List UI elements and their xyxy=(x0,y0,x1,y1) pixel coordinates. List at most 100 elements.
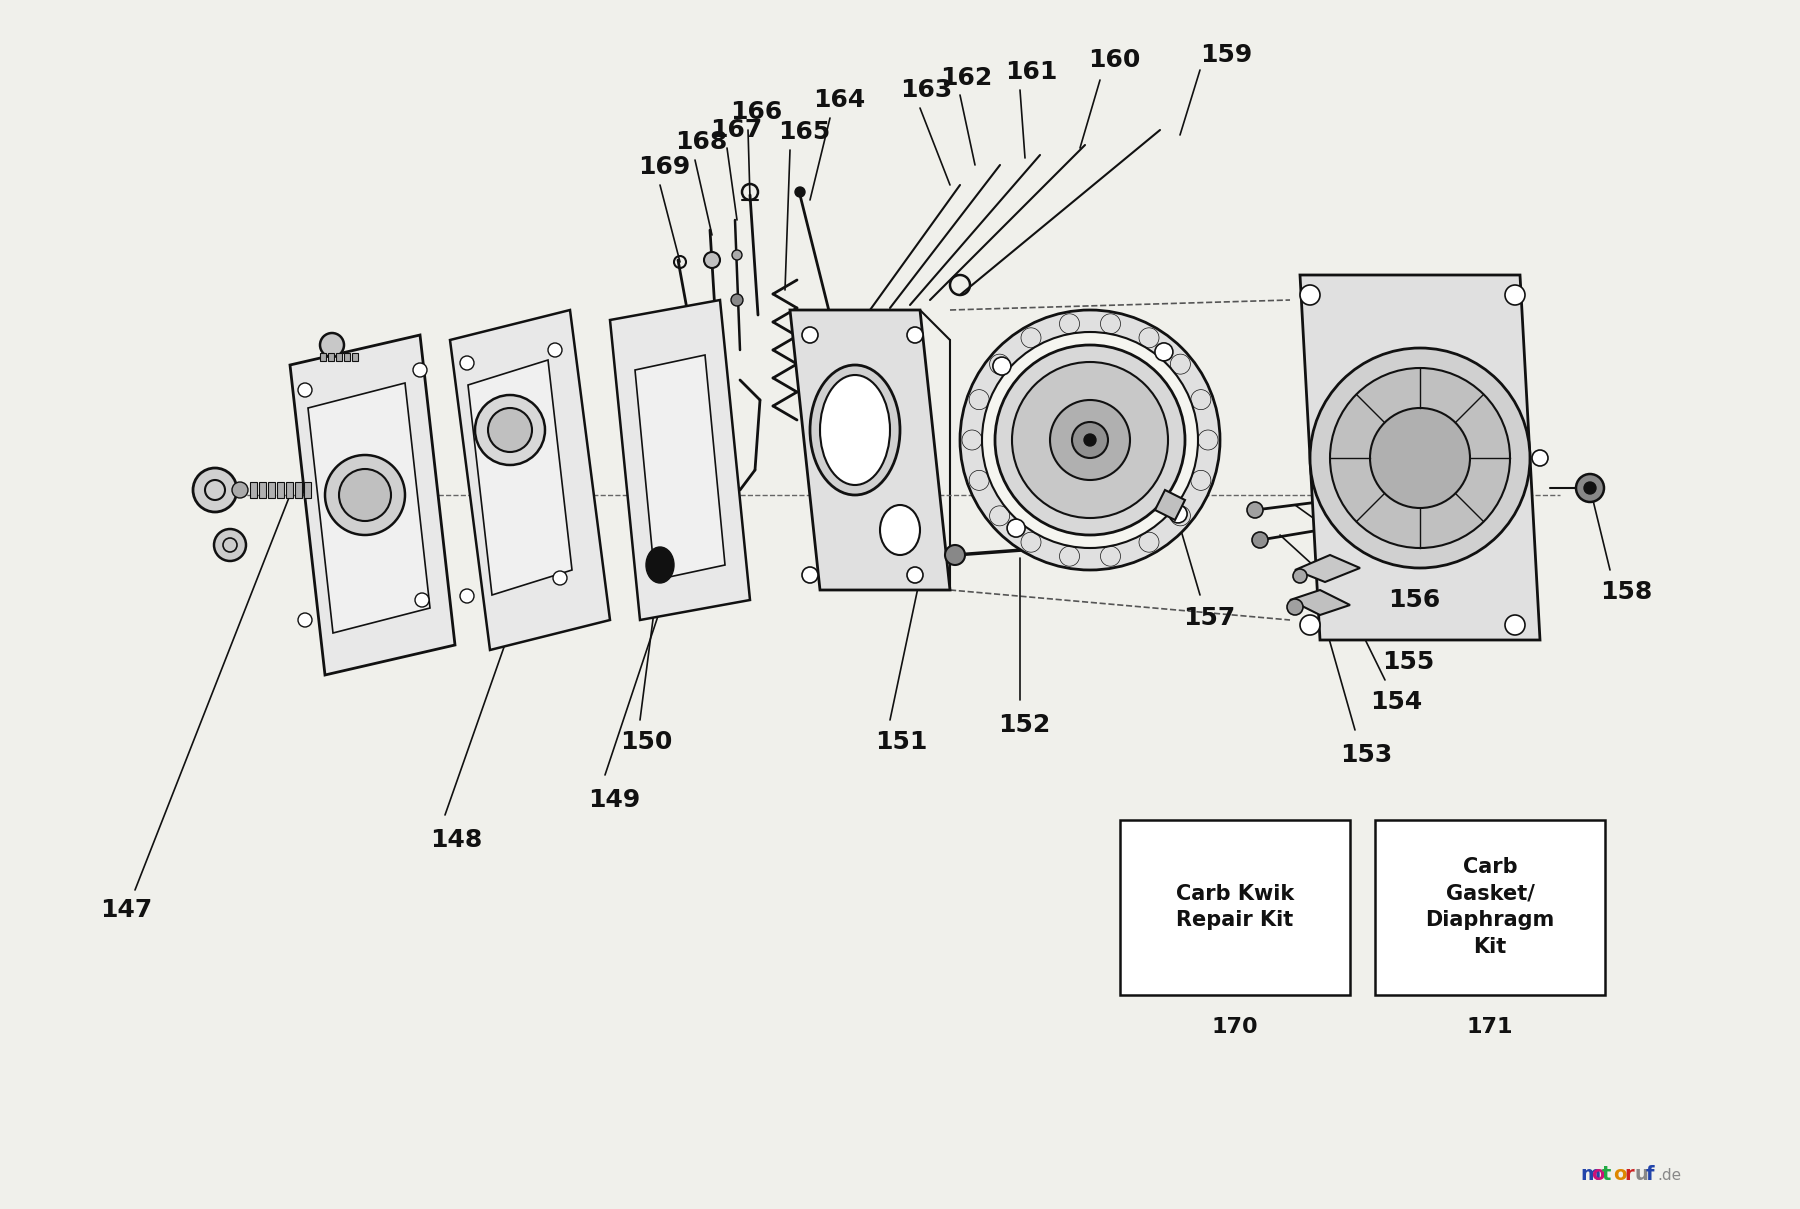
Circle shape xyxy=(704,251,720,268)
Text: 165: 165 xyxy=(778,120,830,144)
Circle shape xyxy=(803,567,817,583)
Text: .de: .de xyxy=(1658,1168,1681,1182)
Bar xyxy=(353,353,358,361)
Bar xyxy=(304,482,311,498)
Circle shape xyxy=(796,187,805,197)
Circle shape xyxy=(1192,389,1211,410)
Circle shape xyxy=(547,343,562,357)
Text: 161: 161 xyxy=(1004,60,1057,83)
Circle shape xyxy=(1253,532,1267,548)
Text: 170: 170 xyxy=(1211,1017,1258,1037)
Text: 168: 168 xyxy=(675,131,727,154)
Circle shape xyxy=(1199,430,1219,450)
Circle shape xyxy=(1370,407,1471,508)
Circle shape xyxy=(488,407,533,452)
Circle shape xyxy=(416,592,428,607)
Circle shape xyxy=(1532,450,1548,465)
Circle shape xyxy=(907,326,923,343)
Circle shape xyxy=(803,326,817,343)
Polygon shape xyxy=(1291,590,1350,615)
Text: 147: 147 xyxy=(101,898,153,922)
Text: 153: 153 xyxy=(1339,744,1391,767)
Text: t: t xyxy=(1602,1165,1611,1185)
Polygon shape xyxy=(635,355,725,580)
Text: 156: 156 xyxy=(1388,588,1440,612)
Circle shape xyxy=(214,530,247,561)
Circle shape xyxy=(1192,470,1211,491)
Circle shape xyxy=(461,355,473,370)
Circle shape xyxy=(945,545,965,565)
Text: f: f xyxy=(1645,1165,1654,1185)
Circle shape xyxy=(338,469,391,521)
Circle shape xyxy=(1156,343,1174,361)
Text: o: o xyxy=(1613,1165,1627,1185)
Text: Carb Kwik
Repair Kit: Carb Kwik Repair Kit xyxy=(1175,884,1294,930)
Circle shape xyxy=(461,589,473,603)
Circle shape xyxy=(1577,474,1604,502)
Circle shape xyxy=(412,363,427,377)
Text: 149: 149 xyxy=(589,788,641,812)
Circle shape xyxy=(299,383,311,397)
Bar xyxy=(328,353,335,361)
Polygon shape xyxy=(468,360,572,595)
Bar xyxy=(295,482,302,498)
Circle shape xyxy=(1584,482,1597,494)
Circle shape xyxy=(968,470,990,491)
Text: 166: 166 xyxy=(731,100,783,125)
Polygon shape xyxy=(308,383,430,634)
Circle shape xyxy=(475,395,545,465)
Circle shape xyxy=(907,567,923,583)
Polygon shape xyxy=(450,310,610,650)
Text: 164: 164 xyxy=(814,88,866,112)
Circle shape xyxy=(1139,532,1159,553)
Text: 160: 160 xyxy=(1087,48,1141,73)
Circle shape xyxy=(1060,546,1080,566)
Circle shape xyxy=(299,613,311,627)
Text: 163: 163 xyxy=(900,79,952,102)
Circle shape xyxy=(959,310,1220,569)
Circle shape xyxy=(1012,361,1168,517)
Circle shape xyxy=(1505,615,1525,635)
Text: 155: 155 xyxy=(1382,650,1435,673)
Circle shape xyxy=(1247,502,1264,517)
Bar xyxy=(268,482,275,498)
Text: 150: 150 xyxy=(619,730,673,754)
Polygon shape xyxy=(290,335,455,675)
Text: 148: 148 xyxy=(430,828,482,852)
Bar xyxy=(277,482,284,498)
Circle shape xyxy=(326,455,405,536)
Text: r: r xyxy=(1624,1165,1634,1185)
Bar xyxy=(344,353,349,361)
Circle shape xyxy=(320,332,344,357)
Circle shape xyxy=(553,571,567,585)
Polygon shape xyxy=(1294,555,1361,582)
Text: 158: 158 xyxy=(1600,580,1652,604)
Circle shape xyxy=(1100,314,1120,334)
Bar xyxy=(1375,820,1606,995)
Circle shape xyxy=(990,354,1010,374)
Text: 151: 151 xyxy=(875,730,927,754)
Circle shape xyxy=(731,294,743,306)
Text: 154: 154 xyxy=(1370,690,1422,715)
Text: 171: 171 xyxy=(1467,1017,1514,1037)
Circle shape xyxy=(994,357,1012,375)
Text: 167: 167 xyxy=(709,118,761,141)
Bar xyxy=(320,353,326,361)
Circle shape xyxy=(1292,569,1307,583)
Circle shape xyxy=(1006,519,1024,537)
Polygon shape xyxy=(610,300,751,620)
Ellipse shape xyxy=(646,546,673,583)
Ellipse shape xyxy=(821,375,889,485)
Text: 152: 152 xyxy=(997,713,1049,737)
Bar xyxy=(286,482,293,498)
Circle shape xyxy=(968,389,990,410)
Circle shape xyxy=(1170,505,1190,526)
Circle shape xyxy=(193,468,238,511)
Text: 162: 162 xyxy=(940,66,992,89)
Circle shape xyxy=(1505,285,1525,305)
Polygon shape xyxy=(1156,490,1184,520)
Circle shape xyxy=(1168,505,1186,523)
Circle shape xyxy=(1330,368,1510,548)
Circle shape xyxy=(1310,348,1530,568)
Circle shape xyxy=(232,482,248,498)
